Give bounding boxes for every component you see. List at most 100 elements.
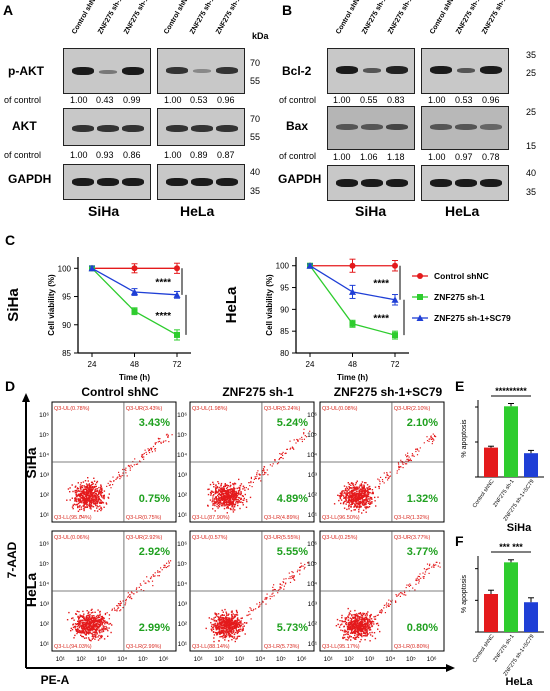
event-dot	[402, 467, 404, 469]
event-dot	[148, 581, 150, 583]
event-dot	[232, 490, 235, 492]
event-dot	[395, 600, 397, 603]
event-dot	[83, 627, 85, 629]
event-dot	[359, 633, 362, 635]
data-point	[131, 265, 138, 272]
event-dot	[79, 500, 82, 502]
quadrant-label: Q3-LL(87.90%)	[192, 515, 230, 521]
event-dot	[333, 503, 336, 505]
event-dot	[356, 490, 358, 492]
event-dot	[227, 631, 229, 634]
event-dot	[404, 463, 406, 465]
event-dot	[351, 503, 353, 505]
quadrant-label: Q3-UR(3.43%)	[126, 406, 163, 412]
event-dot	[223, 617, 225, 619]
event-dot	[412, 454, 414, 456]
event-dot	[83, 493, 85, 496]
event-dot	[407, 455, 409, 457]
event-dot	[371, 502, 373, 504]
event-dot	[354, 628, 356, 630]
event-dot	[245, 506, 248, 508]
event-dot	[122, 468, 124, 471]
early-apoptosis-percent: 4.89%	[277, 493, 308, 505]
event-dot	[233, 494, 235, 496]
event-dot	[283, 581, 285, 584]
event-dot	[422, 576, 424, 578]
event-dot	[99, 625, 101, 627]
event-dot	[97, 636, 99, 638]
event-dot	[228, 630, 230, 632]
event-dot	[147, 580, 149, 582]
event-dot	[84, 493, 86, 496]
event-dot	[304, 566, 306, 568]
event-dot	[232, 628, 234, 631]
event-dot	[226, 492, 228, 495]
event-dot	[78, 623, 80, 625]
event-dot	[368, 495, 370, 498]
event-dot	[362, 617, 364, 619]
y-tick-label: 10²	[40, 621, 50, 628]
quadrant-label: Q3-LL(95.17%)	[322, 644, 360, 650]
event-dot	[362, 613, 364, 615]
event-dot	[369, 632, 371, 634]
event-dot	[112, 476, 114, 478]
event-dot	[80, 627, 83, 629]
event-dot	[81, 630, 83, 632]
event-dot	[220, 622, 223, 625]
event-dot	[237, 504, 239, 507]
event-dot	[365, 625, 367, 628]
event-dot	[350, 625, 353, 627]
event-dot	[230, 611, 233, 613]
event-dot	[164, 564, 166, 566]
event-dot	[380, 609, 383, 611]
event-dot	[305, 436, 308, 438]
event-dot	[208, 617, 210, 619]
event-dot	[120, 609, 122, 611]
event-dot	[285, 578, 287, 580]
event-dot	[122, 472, 124, 474]
event-dot	[285, 582, 287, 584]
event-dot	[418, 582, 420, 584]
event-dot	[231, 488, 234, 490]
y-tick-label: 10⁵	[39, 432, 49, 439]
event-dot	[92, 624, 94, 626]
event-dot	[89, 624, 91, 626]
event-dot	[88, 504, 91, 506]
event-dot	[365, 497, 367, 499]
event-dot	[100, 507, 102, 509]
event-dot	[401, 593, 403, 595]
event-dot	[238, 497, 241, 499]
event-dot	[342, 637, 344, 640]
event-dot	[90, 626, 93, 628]
event-dot	[267, 474, 269, 476]
event-dot	[86, 621, 89, 624]
event-dot	[213, 634, 216, 636]
event-dot	[97, 500, 99, 502]
event-dot	[90, 503, 92, 506]
y-tick-label: 10⁴	[39, 452, 49, 459]
event-dot	[75, 485, 77, 487]
event-dot	[227, 623, 229, 625]
event-dot	[336, 618, 339, 621]
event-dot	[348, 625, 350, 627]
event-dot	[96, 510, 99, 512]
event-dot	[88, 498, 91, 500]
event-dot	[96, 480, 99, 483]
event-dot	[280, 453, 282, 455]
event-dot	[82, 488, 85, 491]
event-dot	[366, 628, 368, 631]
event-dot	[238, 478, 240, 481]
event-dot	[85, 631, 87, 633]
event-dot	[377, 478, 379, 480]
event-dot	[214, 612, 216, 614]
event-dot	[128, 595, 130, 597]
event-dot	[409, 458, 411, 460]
event-dot	[210, 622, 212, 624]
event-dot	[90, 487, 92, 490]
event-dot	[258, 605, 260, 607]
event-dot	[215, 501, 217, 504]
event-dot	[389, 603, 391, 605]
event-dot	[240, 622, 242, 624]
event-dot	[349, 487, 351, 489]
event-dot	[353, 496, 355, 499]
